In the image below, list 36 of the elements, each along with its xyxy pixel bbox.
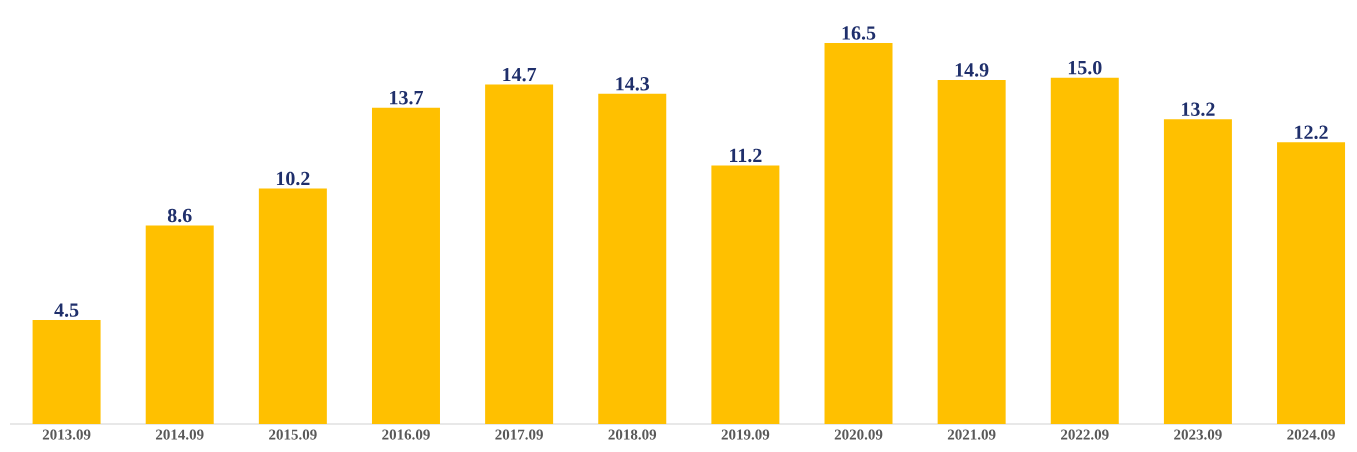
bar	[32, 320, 101, 424]
bar	[711, 165, 780, 424]
data-label: 13.7	[390, 90, 423, 105]
bar	[598, 93, 667, 424]
data-label: 14.3	[616, 77, 650, 91]
bar	[371, 107, 440, 424]
x-tick-label: 2016.09	[382, 429, 430, 440]
x-tick-label: 2021.09	[947, 429, 996, 440]
bar	[145, 225, 214, 424]
x-tick-label: 2013.09	[42, 429, 91, 440]
x-tick-label: 2014.09	[155, 429, 204, 440]
x-tick-label: 2024.09	[1287, 429, 1335, 440]
data-label: 16.5	[842, 26, 876, 40]
data-label: 12.2	[1295, 125, 1328, 140]
x-tick-label: 2017.09	[495, 429, 543, 440]
data-label: 14.7	[503, 67, 537, 82]
bar	[258, 188, 327, 424]
data-label: 8.6	[167, 208, 192, 223]
x-tick-label: 2018.09	[608, 429, 657, 440]
bar	[937, 79, 1006, 424]
data-label: 15.0	[1068, 60, 1102, 75]
x-tick-label: 2020.09	[834, 429, 883, 440]
x-tick-label: 2019.09	[721, 429, 770, 440]
x-tick-label: 2015.09	[269, 429, 317, 440]
x-tick-label: 2023.09	[1174, 429, 1222, 440]
bar	[824, 43, 893, 424]
bar	[1163, 119, 1232, 424]
data-label: 14.9	[955, 63, 989, 77]
data-label: 11.2	[730, 148, 762, 163]
data-label: 4.5	[54, 303, 79, 317]
bar	[485, 84, 554, 424]
data-label: 13.2	[1182, 102, 1215, 117]
x-tick-label: 2022.09	[1061, 429, 1109, 440]
data-label: 10.2	[276, 171, 310, 186]
bar	[1050, 77, 1119, 424]
bar	[1277, 142, 1346, 424]
